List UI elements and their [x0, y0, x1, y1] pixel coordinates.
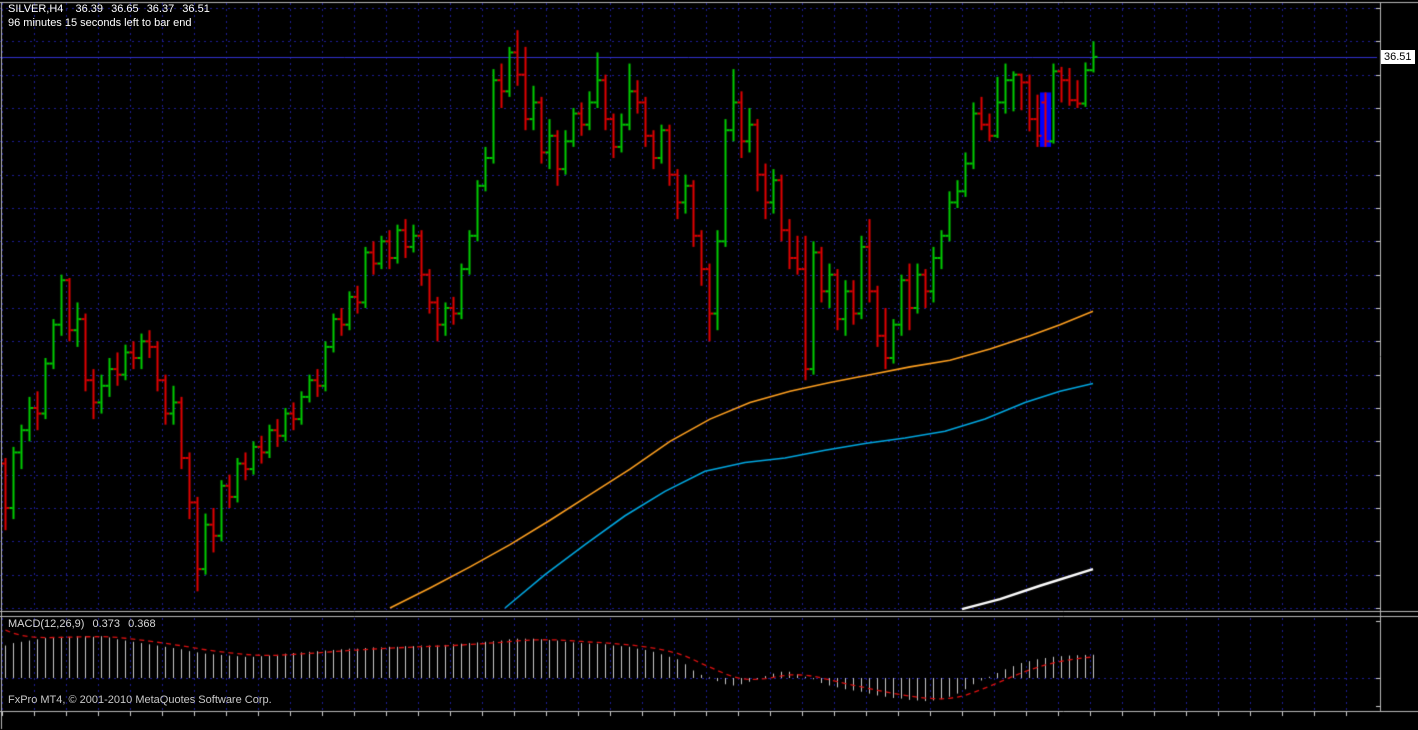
current-price-tag: 36.51 [1381, 49, 1415, 64]
time-axis[interactable]: 18 Feb 201122 Feb 04:0023 Feb 12:0024 Fe… [0, 712, 1418, 730]
chart-title: SILVER,H4 36.39 36.65 36.37 36.51 [8, 3, 210, 15]
price-axis[interactable]: 36.9536.6536.3536.0535.7535.4535.1534.85… [1381, 0, 1418, 711]
open-value: 36.39 [75, 3, 104, 15]
macd-name: MACD(12,26,9) [8, 618, 85, 630]
bar-countdown-label: 96 minutes 15 seconds left to bar end [8, 17, 192, 29]
low-value: 36.37 [146, 3, 175, 15]
current-price-value: 36.51 [1384, 50, 1412, 63]
macd-signal-value: 0.368 [128, 618, 156, 630]
macd-main-value: 0.373 [92, 618, 121, 630]
high-value: 36.65 [111, 3, 139, 15]
copyright-label: FxPro MT4, © 2001-2010 MetaQuotes Softwa… [8, 694, 272, 706]
close-value: 36.51 [182, 3, 210, 15]
symbol-period-label: SILVER,H4 [8, 3, 64, 15]
macd-indicator-label: MACD(12,26,9) 0.373 0.368 [8, 618, 156, 630]
